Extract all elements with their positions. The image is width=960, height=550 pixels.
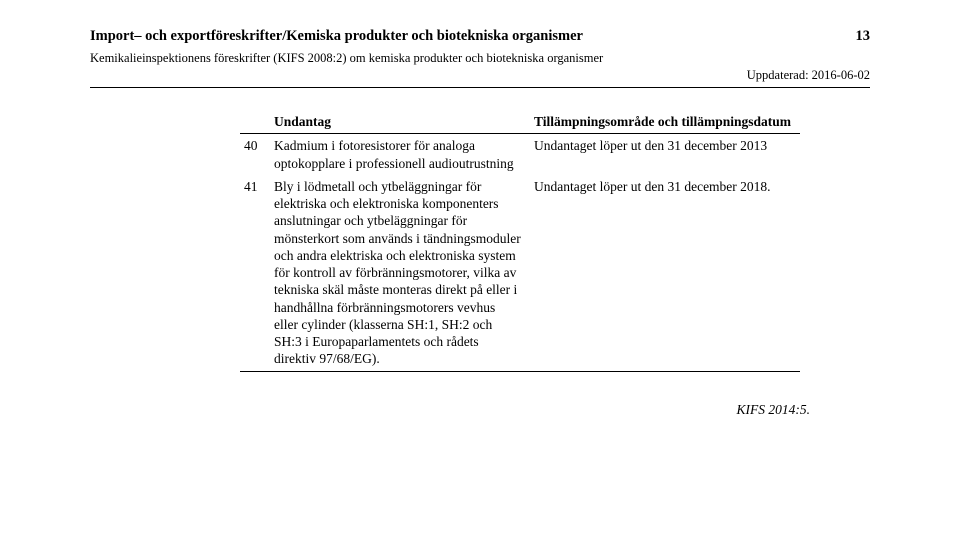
column-header-undantag: Undantag [270, 110, 530, 134]
updated-date: Uppdaterad: 2016-06-02 [747, 68, 870, 83]
row-number: 40 [240, 134, 270, 175]
table-row: 40 Kadmium i fotoresistorer för analoga … [240, 134, 800, 175]
column-header-application: Tillämpningsområde och tillämpningsdatum [530, 110, 800, 134]
regulation-table: Undantag Tillämpningsområde och tillämpn… [240, 110, 800, 372]
subheader-row: Kemikalieinspektionens föreskrifter (KIF… [90, 51, 870, 66]
kifs-reference-note: KIFS 2014:5. [0, 402, 870, 418]
page-number: 13 [856, 28, 871, 45]
table-header-row: Undantag Tillämpningsområde och tillämpn… [240, 110, 800, 134]
regulation-table-wrap: Undantag Tillämpningsområde och tillämpn… [240, 110, 800, 372]
row-application: Undantaget löper ut den 31 december 2013 [530, 134, 800, 175]
column-header-number [240, 110, 270, 134]
divider-line [90, 87, 870, 88]
updated-row: Uppdaterad: 2016-06-02 [90, 68, 870, 83]
table-row: 41 Bly i lödmetall och ytbeläggningar fö… [240, 175, 800, 371]
document-section-title: Import– och exportföreskrifter/Kemiska p… [90, 28, 583, 45]
row-undantag: Kadmium i fotoresistorer för analoga opt… [270, 134, 530, 175]
page-container: Import– och exportföreskrifter/Kemiska p… [0, 0, 960, 392]
row-application: Undantaget löper ut den 31 december 2018… [530, 175, 800, 371]
row-undantag: Bly i lödmetall och ytbeläggningar för e… [270, 175, 530, 371]
row-number: 41 [240, 175, 270, 371]
document-subtitle: Kemikalieinspektionens föreskrifter (KIF… [90, 51, 603, 66]
header-row: Import– och exportföreskrifter/Kemiska p… [90, 28, 870, 45]
